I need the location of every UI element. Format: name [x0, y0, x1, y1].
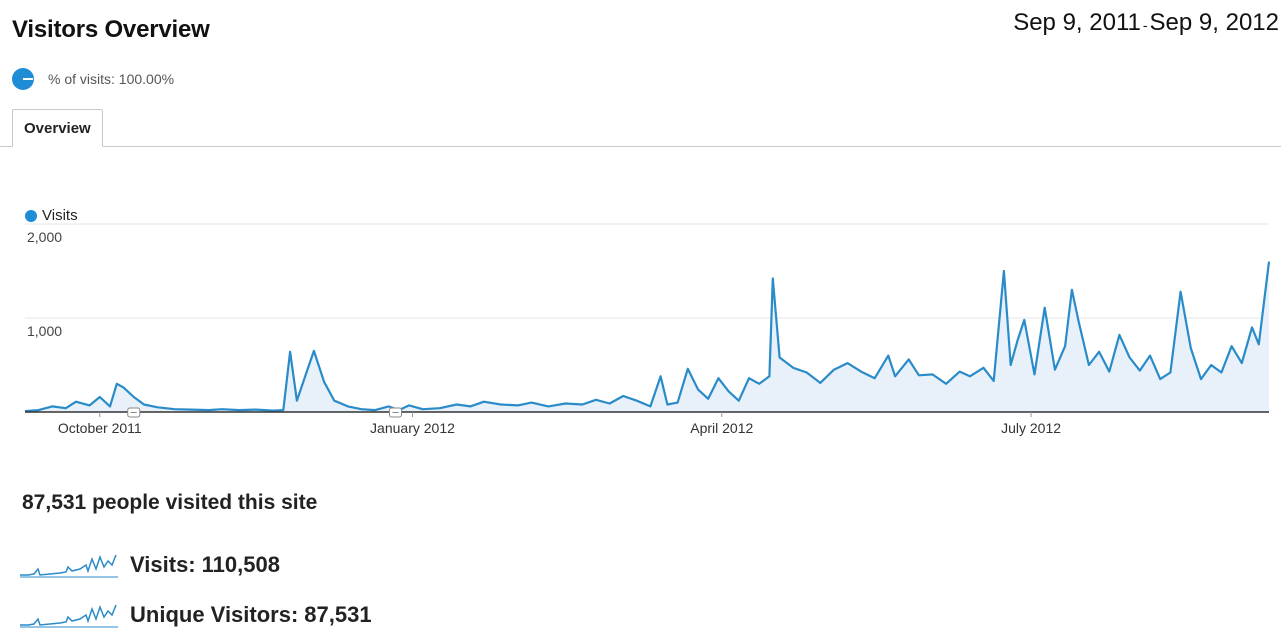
x-tick-label: January 2012 [370, 420, 455, 436]
tab-bar-divider [0, 146, 1281, 147]
metric-unique-visitors-value: 87,531 [304, 602, 372, 627]
visits-line [24, 261, 1271, 413]
segment-indicator[interactable]: % of visits: 100.00% [12, 66, 174, 92]
pie-chart-icon [12, 68, 34, 90]
date-range-picker[interactable]: Sep 9, 2011 -Sep 9, 2012 [1013, 9, 1279, 37]
metric-visits-value: 110,508 [201, 552, 280, 577]
annotation-icon[interactable] [388, 407, 402, 418]
tab-overview[interactable]: Overview [12, 109, 103, 147]
legend-dot-icon [25, 209, 37, 222]
sparkline-icon [20, 604, 118, 628]
summary-headline: 87,531 people visited this site [22, 491, 318, 514]
visits-chart[interactable]: 1,000 2,000 October 2011 January 2012 April … [0, 0, 1281, 470]
metric-visits-label: Visits: [130, 552, 196, 577]
y-tick-label: 2,000 [27, 229, 62, 245]
y-tick-label: 1,000 [27, 323, 62, 339]
x-tick-label: October 2011 [58, 420, 142, 436]
metric-unique-visitors[interactable]: Unique Visitors: 87,531 [20, 601, 372, 629]
date-range-start: Sep 9, 2011 [1013, 9, 1141, 36]
annotation-icon[interactable] [127, 407, 141, 418]
x-tick-label: July 2012 [1001, 420, 1061, 436]
segment-percent-label: % of visits: 100.00% [48, 71, 175, 87]
date-range-end: Sep 9, 2012 [1149, 9, 1279, 36]
metric-unique-visitors-label: Unique Visitors: [130, 602, 299, 627]
metric-visits[interactable]: Visits: 110,508 [20, 551, 280, 579]
sparkline-icon [20, 554, 118, 578]
legend-label-visits: Visits [42, 207, 78, 224]
x-tick-label: April 2012 [690, 420, 753, 436]
page-title: Visitors Overview [12, 16, 210, 43]
chart-legend[interactable]: Visits [25, 207, 78, 224]
date-range-separator: - [1142, 17, 1148, 33]
